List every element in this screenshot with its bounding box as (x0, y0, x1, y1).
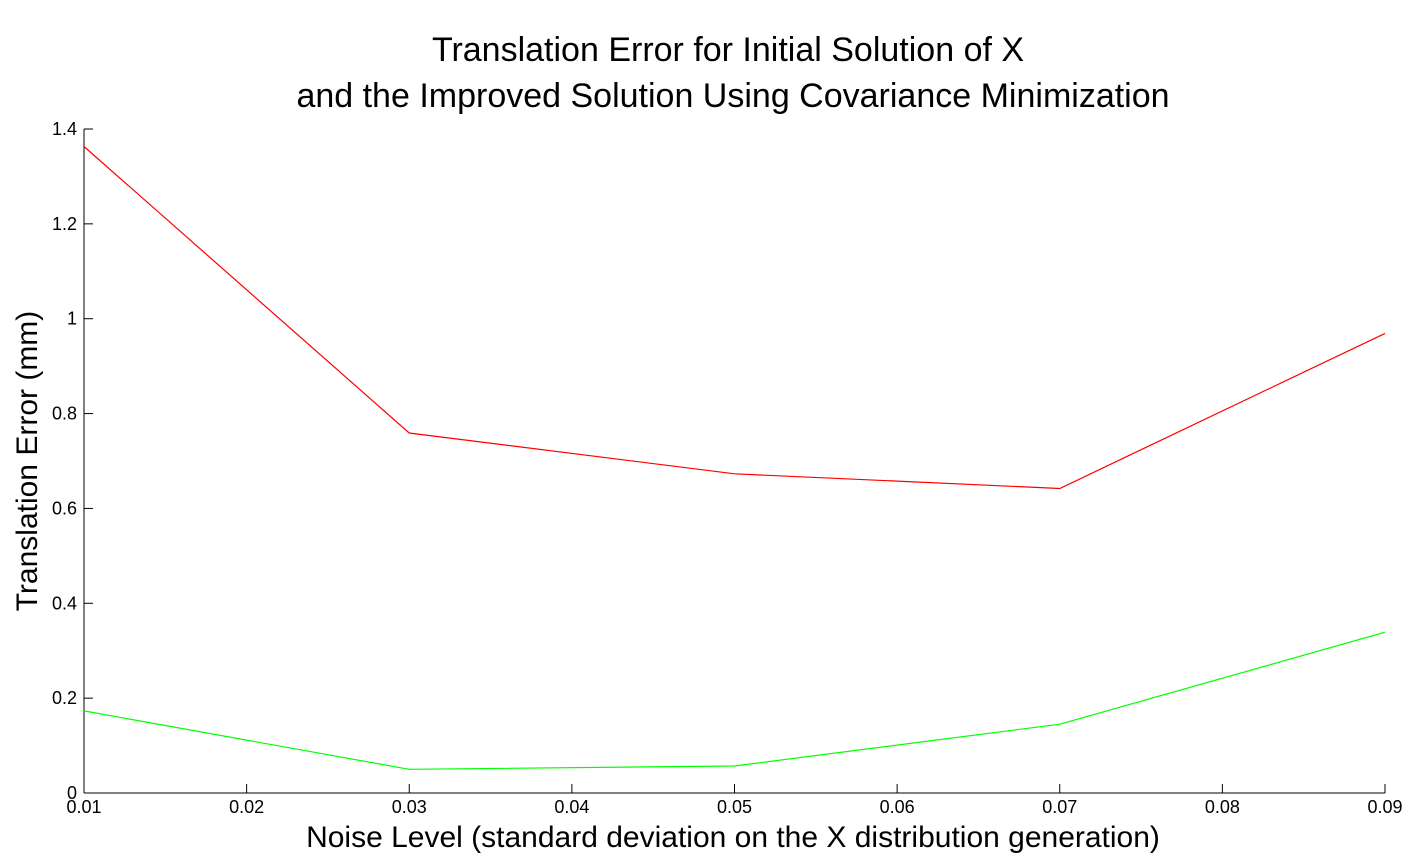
chart-title-line-2: and the Improved Solution Using Covarian… (296, 77, 1169, 115)
x-tick-label: 0.07 (1042, 797, 1077, 817)
y-tick-label: 1.2 (52, 214, 77, 234)
x-tick-label: 0.04 (554, 797, 589, 817)
x-tick-label: 0.09 (1367, 797, 1402, 817)
y-tick-label: 0.2 (52, 688, 77, 708)
series-line-1 (83, 146, 1386, 490)
x-axis-label: Noise Level (standard deviation on the X… (306, 821, 1160, 854)
y-tick-label: 0.4 (52, 593, 77, 613)
y-tick-label: 0.6 (52, 498, 77, 518)
chart-title-line-1: Translation Error for Initial Solution o… (432, 31, 1024, 69)
x-tick-label: 0.01 (66, 797, 101, 817)
y-tick-label: 1 (67, 309, 77, 329)
y-tick-label: 0.8 (52, 404, 77, 424)
x-tick-label: 0.08 (1205, 797, 1240, 817)
plot-area (83, 129, 1385, 794)
y-tick-label: 1.4 (52, 119, 77, 139)
y-ticks: 0 0.2 0.4 0.6 0.8 1 1.2 1.4 (52, 119, 93, 803)
plot-background (84, 129, 1385, 793)
x-tick-label: 0.05 (717, 797, 752, 817)
y-axis-label: Translation Error (mm) (11, 311, 44, 612)
x-tick-label: 0.03 (392, 797, 427, 817)
x-ticks: 0.01 0.02 0.03 0.04 0.05 0.06 0.07 0.08 0.09 (66, 784, 1403, 817)
x-tick-label: 0.06 (880, 797, 915, 817)
x-tick-label: 0.02 (229, 797, 264, 817)
y-tick-label: 0 (67, 783, 77, 803)
series-layer (83, 146, 1386, 770)
series-line-2 (83, 631, 1386, 770)
